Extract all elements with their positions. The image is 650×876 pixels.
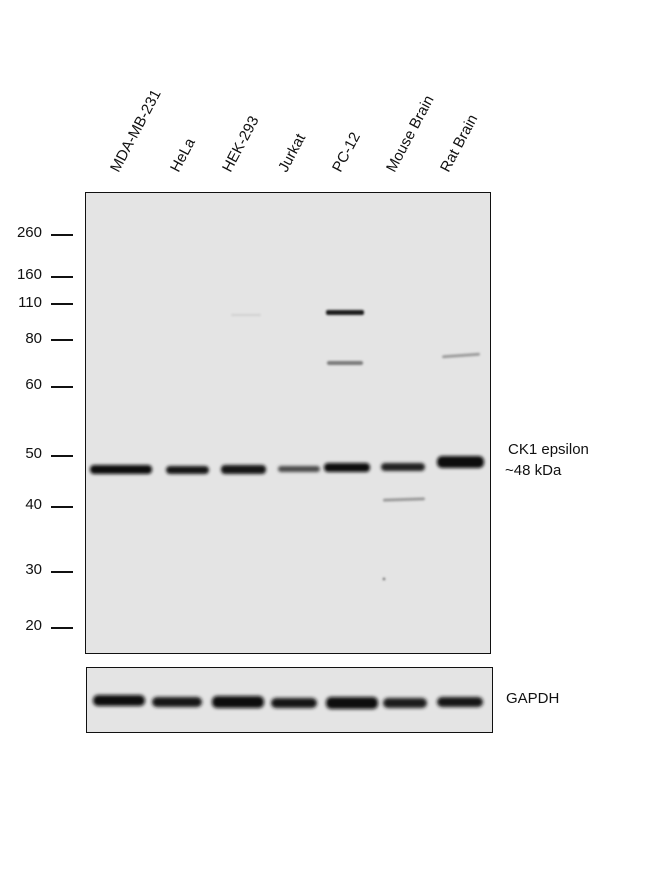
main-blot-image (90, 310, 484, 581)
extra-bands (231, 310, 480, 581)
mw-tick-20 (51, 627, 73, 629)
gapdh-band-hela (152, 697, 202, 707)
gapdh-band-mouse-brain (383, 698, 427, 708)
mw-tick-60 (51, 386, 73, 388)
mw-label-30: 30 (25, 561, 42, 578)
mw-label-50: 50 (25, 445, 42, 462)
mw-label-40: 40 (25, 496, 42, 513)
mw-tick-110 (51, 303, 73, 305)
band-hek-293 (221, 465, 266, 474)
gapdh-band-mda-mb-231 (93, 695, 145, 706)
lane-label-rat-brain: Rat Brain (436, 111, 482, 175)
mw-label-60: 60 (25, 376, 42, 393)
target-size-label: ~48 kDa (505, 462, 562, 479)
main-blot-panel (85, 192, 491, 654)
mw-label-20: 20 (25, 617, 42, 634)
band-rat-brain (437, 456, 484, 468)
loading-control-panel (86, 667, 493, 733)
lane-label-hek-293: HEK-293 (218, 113, 263, 175)
band-hek-293-faint (231, 314, 261, 316)
lane-label-jurkat: Jurkat (274, 130, 310, 175)
lane-label-hela: HeLa (166, 135, 199, 175)
mw-tick-260 (51, 234, 73, 236)
gapdh-band-jurkat (271, 698, 317, 708)
band-mda-mb-231 (90, 465, 152, 474)
mw-tick-160 (51, 276, 73, 278)
mw-tick-40 (51, 506, 73, 508)
band-mouse-brain-40 (383, 497, 426, 502)
gapdh-bands (93, 695, 483, 709)
gapdh-band-hek-293 (212, 696, 264, 708)
mw-tick-50 (51, 455, 73, 457)
mw-label-80: 80 (25, 330, 42, 347)
gapdh-band-rat-brain (437, 697, 483, 707)
band-mouse-brain (381, 463, 425, 471)
loading-control-image (93, 695, 483, 709)
lane-label-pc-12: PC-12 (328, 129, 364, 175)
loading-control-label: GAPDH (506, 690, 560, 707)
ck1-epsilon-bands (90, 456, 484, 474)
mw-tick-80 (51, 339, 73, 341)
band-pc-12 (324, 463, 370, 472)
mw-label-160: 160 (16, 266, 42, 283)
lane-label-mda-mb-231: MDA-MB-231 (106, 86, 165, 175)
band-pc-12-110 (326, 310, 364, 315)
band-pc-12-70 (327, 361, 363, 365)
band-rat-brain-70 (442, 352, 480, 359)
speck (382, 577, 386, 581)
mw-label-110: 110 (18, 294, 42, 311)
band-hela (166, 466, 209, 474)
mw-tick-30 (51, 571, 73, 573)
gapdh-band-pc-12 (326, 697, 378, 709)
mw-label-260: 260 (16, 224, 42, 241)
band-jurkat (278, 466, 320, 472)
lane-label-mouse-brain: Mouse Brain (382, 92, 438, 175)
target-name-label: CK1 epsilon (508, 441, 589, 458)
